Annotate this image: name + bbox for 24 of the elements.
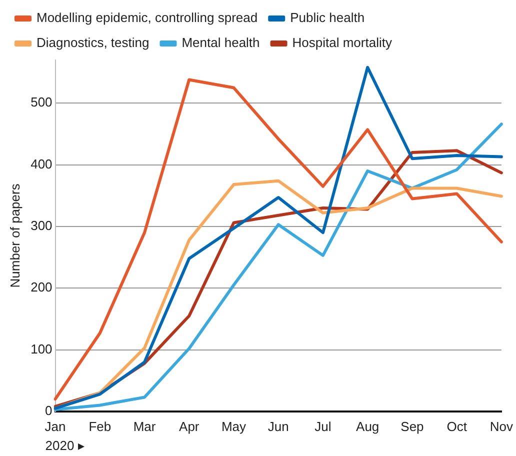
legend-label: Hospital mortality [292, 35, 392, 50]
x-tick-label: Aug [356, 418, 380, 434]
y-tick-label: 200 [30, 280, 52, 295]
y-tick-label: 300 [30, 218, 52, 234]
y-tick-label: 400 [30, 156, 52, 172]
y-tick-label: 0 [45, 402, 52, 418]
x-tick-label: Nov [490, 418, 514, 434]
x-tick-label: Oct [446, 418, 468, 434]
legend-label: Modelling epidemic, controlling spread [36, 10, 258, 26]
x-tick-label: Jul [314, 418, 332, 434]
x-tick-label: Feb [88, 418, 112, 434]
legend-label: Diagnostics, testing [36, 35, 150, 50]
x-tick-label: Sep [400, 418, 424, 434]
x-tick-label: May [221, 418, 247, 434]
legend-label: Public health [290, 10, 365, 26]
y-tick-label: 100 [30, 341, 52, 356]
text: 2020 ▸ [45, 438, 85, 454]
x-tick-label: Jan [44, 418, 66, 434]
legend-label: Mental health [182, 35, 260, 50]
x-tick-label: Mar [133, 418, 156, 434]
y-tick-label: 500 [30, 94, 52, 110]
x-tick-label: Jun [268, 418, 289, 434]
y-axis-title: Number of papers [7, 183, 22, 288]
x-tick-label: Apr [179, 418, 200, 434]
